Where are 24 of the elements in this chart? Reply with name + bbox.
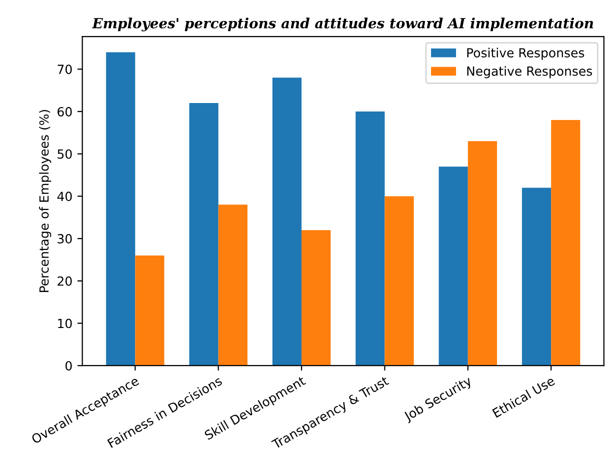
bar	[438, 166, 468, 366]
bar	[135, 255, 164, 366]
y-tick-label: 50	[58, 149, 72, 159]
y-tick-label: 70	[58, 64, 72, 74]
bar	[356, 112, 385, 366]
bar	[189, 103, 218, 366]
bar	[522, 188, 552, 366]
legend-label: Negative Responses	[467, 66, 592, 78]
y-tick-label: 60	[58, 106, 72, 116]
bar	[218, 204, 248, 366]
y-tick-label: 40	[57, 192, 72, 202]
bar	[302, 230, 331, 366]
y-tick-label: 0	[66, 361, 72, 371]
y-tick-label: 30	[58, 234, 72, 244]
bar	[551, 120, 580, 366]
bar	[106, 52, 136, 366]
bar	[384, 196, 414, 366]
y-tick-label: 20	[58, 276, 72, 286]
y-tick-label: 10	[58, 318, 72, 328]
y-axis-title: Percentage of Employees (%)	[39, 110, 52, 292]
bar	[468, 141, 498, 366]
chart-title: Employees' perceptions and attitudes toward AI implementation	[92, 18, 594, 32]
bar	[272, 78, 302, 366]
legend-label: Positive Responses	[467, 48, 584, 60]
